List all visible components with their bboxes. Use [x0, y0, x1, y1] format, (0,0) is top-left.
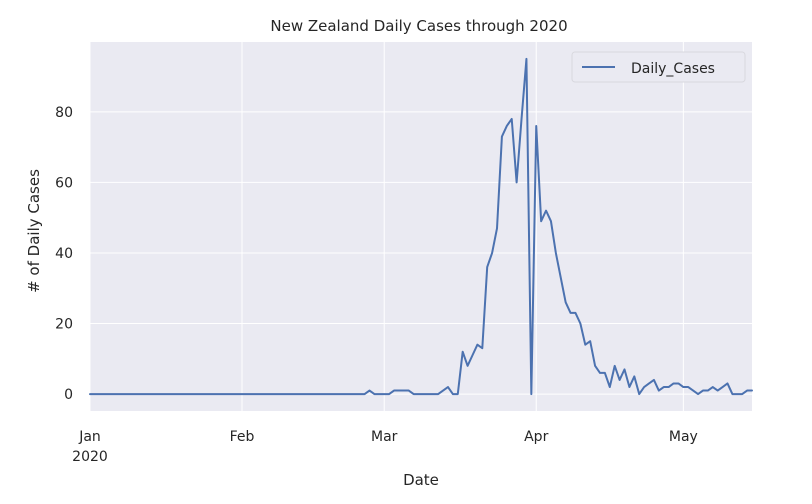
plot-area — [90, 42, 752, 411]
x-tick-label: Mar — [371, 429, 398, 445]
x-tick-label: Apr — [524, 429, 548, 445]
y-axis-label: # of Daily Cases — [25, 169, 43, 293]
y-tick-labels: 0 20 40 60 80 — [55, 105, 73, 403]
x-tick-labels: Jan 2020 Feb Mar Apr May — [72, 429, 698, 465]
y-tick-label: 60 — [55, 175, 73, 191]
series-layer — [89, 57, 753, 396]
x-tick-label: Feb — [230, 429, 255, 445]
x-tick-label: Jan — [78, 429, 101, 445]
x-axis-label: Date — [403, 471, 439, 489]
legend: Daily_Cases — [571, 51, 746, 83]
series-line-daily-cases — [89, 57, 753, 396]
y-tick-label: 40 — [55, 246, 73, 262]
chart-title: New Zealand Daily Cases through 2020 — [270, 17, 567, 35]
y-tick-label: 0 — [64, 387, 73, 403]
y-tick-label: 20 — [55, 317, 73, 333]
legend-label: Daily_Cases — [631, 61, 715, 77]
x-tick-label: May — [669, 429, 698, 445]
x-tick-label-secondary: 2020 — [72, 449, 108, 465]
y-tick-label: 80 — [55, 105, 73, 121]
legend-box — [571, 51, 746, 83]
